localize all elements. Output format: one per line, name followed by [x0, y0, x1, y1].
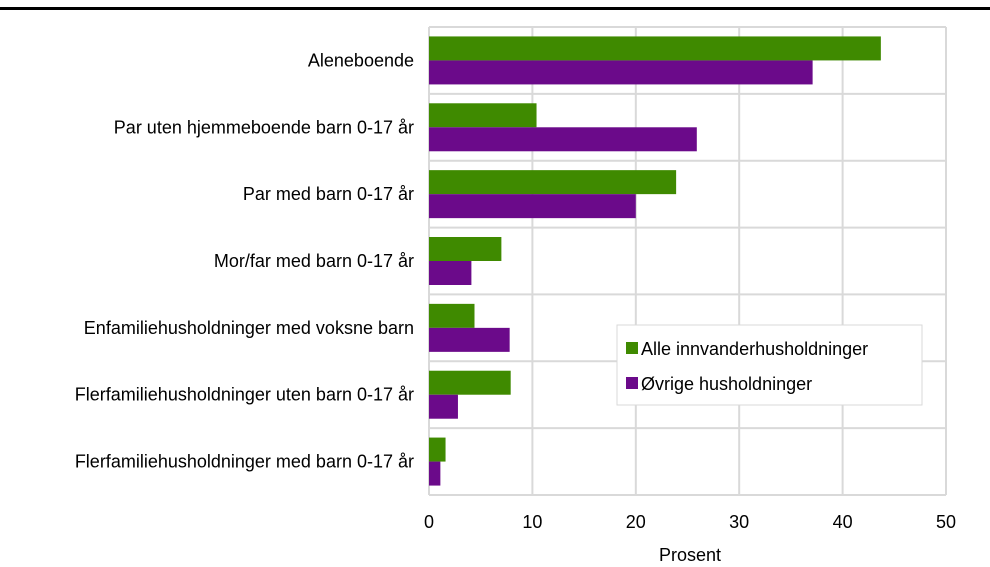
- category-label-6: Flerfamiliehusholdninger med barn 0-17 å…: [75, 452, 414, 472]
- bar-ovrige-6: [429, 461, 441, 486]
- bar-innvandrer-3: [429, 237, 502, 261]
- top-rule: [0, 7, 990, 10]
- bar-ovrige-4: [429, 327, 510, 352]
- grid: [428, 26, 947, 496]
- bar-ovrige-3: [429, 261, 472, 285]
- bar-ovrige-5: [429, 394, 458, 419]
- bar-ovrige-1: [429, 127, 697, 152]
- bar-innvandrer-0: [429, 36, 881, 61]
- x-tick-label-5: 50: [936, 512, 956, 532]
- category-label-4: Enfamiliehusholdninger med voksne barn: [84, 318, 414, 338]
- bar-innvandrer-5: [429, 370, 511, 395]
- category-labels: Aleneboende Par uten hjemmeboende barn 0-…: [75, 50, 414, 471]
- legend-swatch-0: [626, 342, 638, 354]
- legend-box: [616, 324, 923, 406]
- bars: [429, 36, 881, 486]
- bar-innvandrer-2: [429, 170, 677, 195]
- legend-swatch-1: [626, 377, 638, 389]
- x-tick-label-0: 0: [424, 512, 434, 532]
- category-label-2: Par med barn 0-17 år: [243, 184, 414, 204]
- x-axis-label: Prosent: [659, 545, 721, 565]
- category-label-5: Flerfamiliehusholdninger uten barn 0-17 …: [75, 385, 414, 405]
- x-tick-label-2: 20: [626, 512, 646, 532]
- bar-ovrige-2: [429, 194, 636, 219]
- legend-label-1: Øvrige husholdninger: [641, 374, 812, 394]
- category-label-3: Mor/far med barn 0-17 år: [214, 251, 414, 271]
- legend: Alle innvanderhusholdninger Øvrige husho…: [616, 324, 923, 406]
- bar-innvandrer-4: [429, 303, 475, 328]
- bar-ovrige-0: [429, 60, 813, 85]
- x-tick-labels: 0 10 20 30 40 50: [424, 512, 956, 532]
- bar-innvandrer-6: [429, 437, 446, 462]
- bar-innvandrer-1: [429, 103, 537, 128]
- legend-label-0: Alle innvanderhusholdninger: [641, 339, 868, 359]
- category-label-0: Aleneboende: [308, 50, 414, 70]
- x-tick-label-1: 10: [522, 512, 542, 532]
- x-tick-label-3: 30: [729, 512, 749, 532]
- category-label-1: Par uten hjemmeboende barn 0-17 år: [114, 117, 414, 137]
- x-tick-label-4: 40: [833, 512, 853, 532]
